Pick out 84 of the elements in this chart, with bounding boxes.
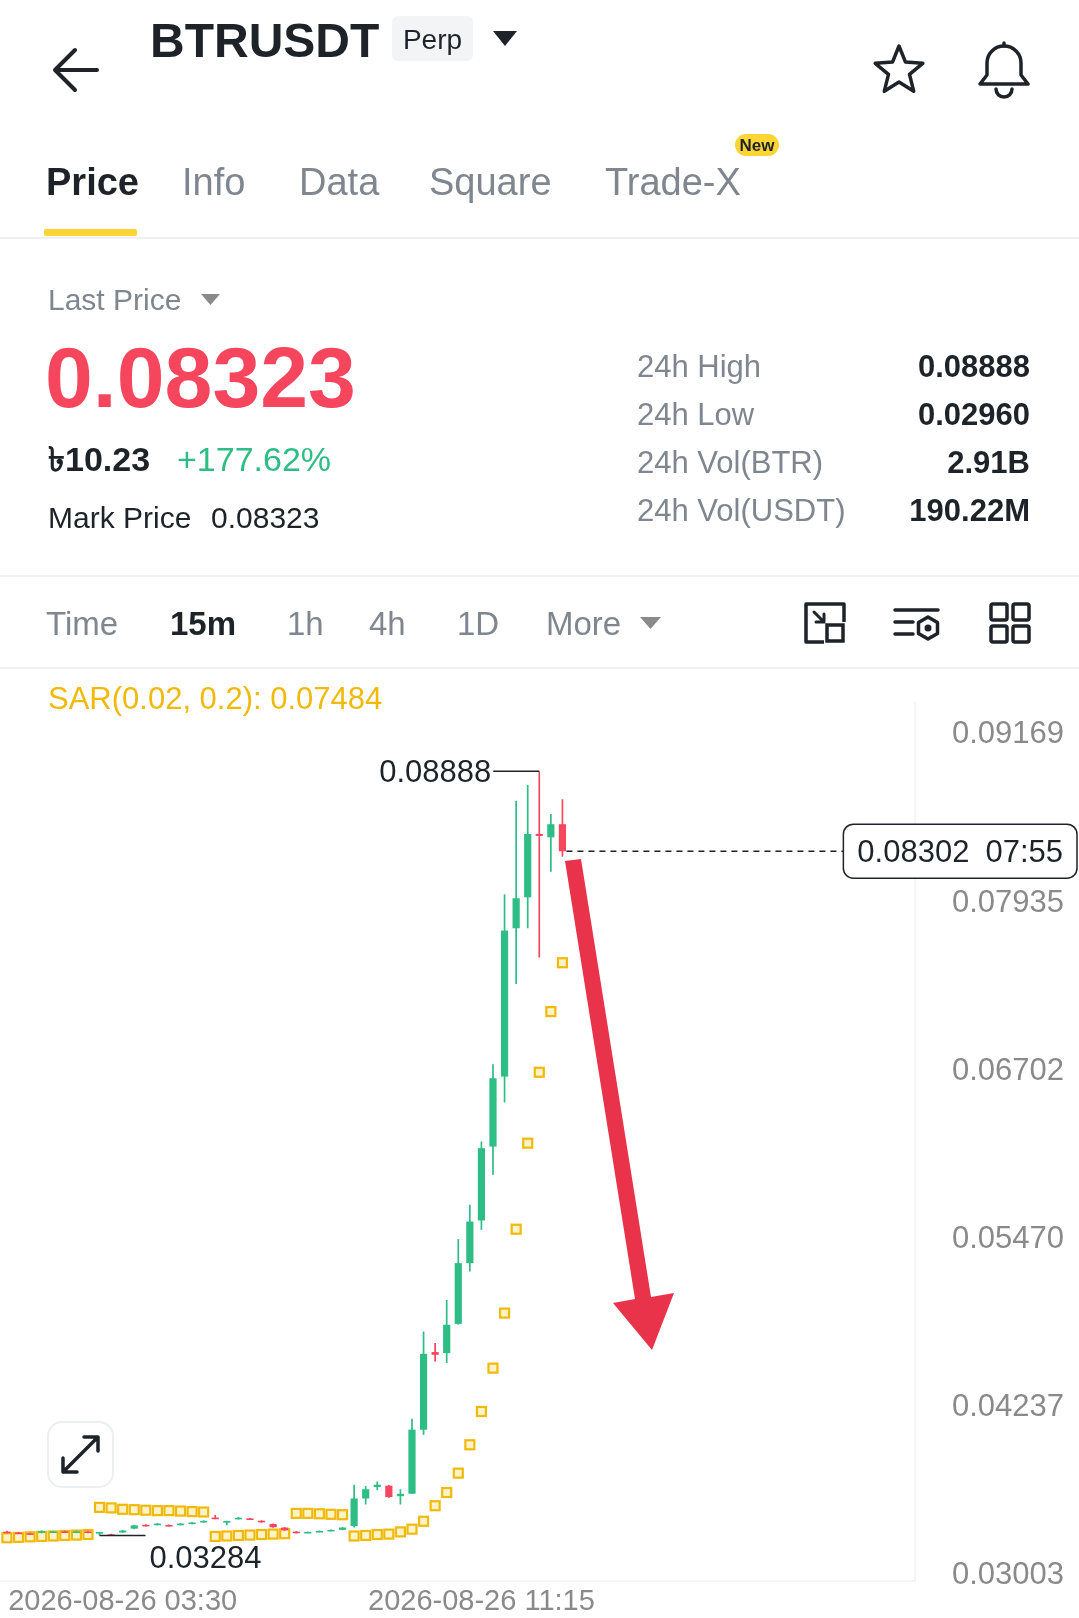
point [510,1223,522,1235]
point [394,1526,407,1538]
point [429,1500,441,1512]
point [117,1503,129,1515]
text: Square [429,161,552,203]
text: 24h Vol(USDT) [637,492,846,528]
text: 1h [287,604,324,642]
text: ৳10.23 [48,440,151,478]
point [267,1528,279,1540]
y-tick-label: 0.07935 [951,883,1064,919]
point [12,1531,25,1543]
annotation: 0.03284 [149,1539,262,1575]
annotation: 0.08302 07:55 [857,833,1063,869]
point [348,1530,360,1542]
text: 4h [369,604,406,642]
text: Data [299,161,381,203]
point [221,1530,233,1542]
annotation: 0.08888 [379,753,492,789]
point [1,1532,13,1544]
y-tick-label: 0.05470 [951,1219,1064,1255]
point [163,1505,175,1517]
text: 0.02960 [917,396,1030,432]
point [290,1507,302,1519]
point [522,1137,534,1149]
point [533,1066,545,1078]
point [325,1508,337,1520]
text: 190.22M [909,492,1030,528]
text: 24h Low [637,396,755,432]
point [441,1486,453,1499]
text: Mark Price [48,500,192,534]
price-label: 0.08302 07:55 [842,823,1078,879]
text: Trade-X [605,161,741,203]
text: Price [46,161,139,203]
point [383,1528,395,1540]
point [371,1528,383,1541]
y-tick-label: 0.03003 [951,1556,1064,1592]
point [417,1515,430,1527]
point [151,1505,163,1517]
text: 24h High [637,348,762,384]
text: Perp [402,23,463,55]
x-tick-label: 2026-08-26 03:30 [8,1584,238,1616]
text: 0.08323 [45,329,356,425]
text: More [546,604,622,642]
point [302,1507,314,1519]
text: Last Price [48,282,182,316]
x-tick-label: 2026-08-26 11:15 [368,1584,595,1616]
legend: SAR(0.02, 0.2): 0.07484 [48,680,383,716]
point [360,1529,372,1542]
y-tick-label: 0.06702 [951,1051,1064,1087]
point [244,1529,256,1541]
point [198,1506,210,1518]
text: 15m [170,604,237,642]
text: Info [182,161,246,203]
point [209,1530,221,1543]
text: 0.08888 [917,348,1030,384]
point [140,1504,152,1516]
point [47,1530,59,1542]
point [336,1509,349,1521]
point [128,1504,140,1516]
point [232,1529,244,1542]
y-tick-label: 0.04237 [951,1388,1064,1424]
text: 1D [457,604,500,642]
point [105,1502,117,1514]
text: 24h Vol(BTR) [637,444,824,480]
y-tick-label: 0.09169 [951,715,1064,751]
point [36,1530,48,1543]
point [475,1405,488,1418]
point [255,1528,268,1541]
text: BTRUSDT [150,13,380,67]
point [464,1439,476,1451]
point [545,1005,557,1018]
text: Time [46,604,119,642]
point [93,1501,106,1513]
text: 0.08323 [211,500,320,534]
point [406,1523,418,1535]
point [452,1467,464,1479]
point [498,1307,511,1319]
text: +177.62% [177,440,332,478]
point [313,1508,325,1520]
point [186,1505,198,1518]
point [174,1505,187,1517]
text: 2.91B [947,444,1030,480]
point [556,957,569,969]
point [487,1362,499,1374]
